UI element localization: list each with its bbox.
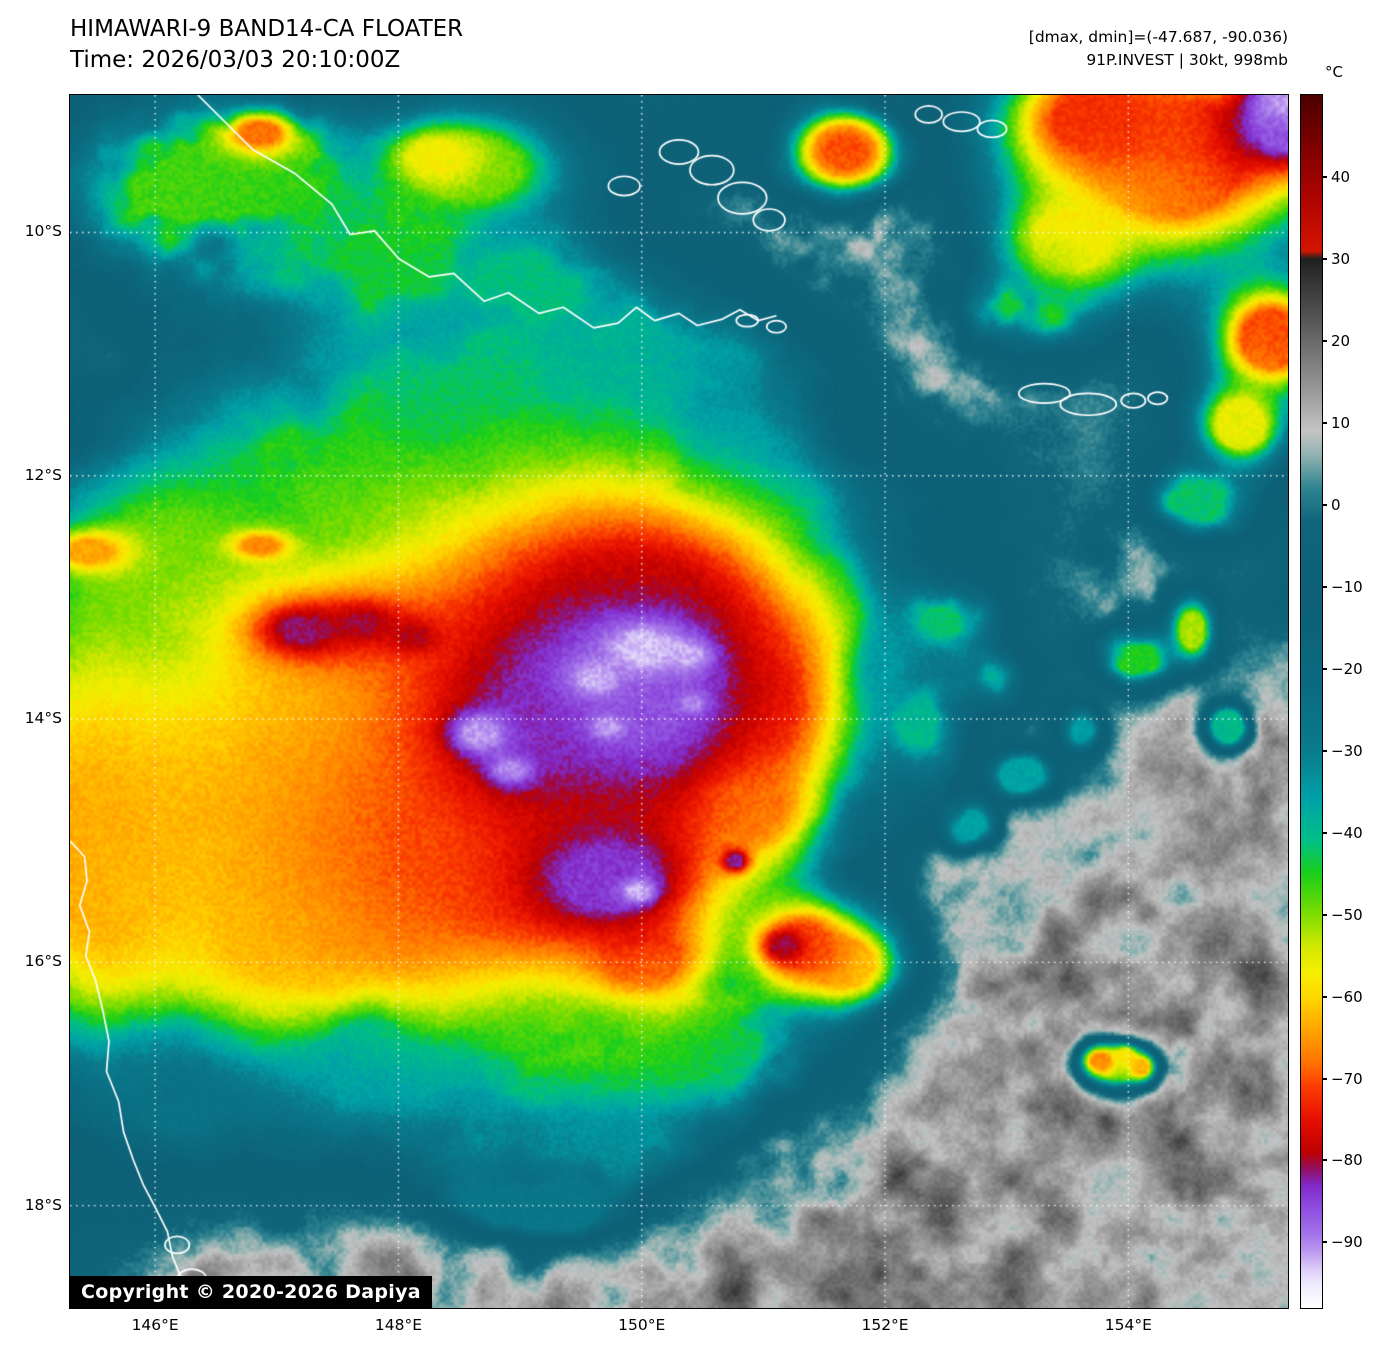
colorbar-tick-mark	[1322, 257, 1327, 260]
y-axis-tick-label: 16°S	[24, 952, 62, 971]
colorbar-tick-mark	[1322, 1159, 1327, 1162]
dmax-dmin-annotation: [dmax, dmin]=(-47.687, -90.036)	[1028, 28, 1288, 46]
colorbar-tick-label: −50	[1331, 905, 1363, 924]
colorbar-tick-mark	[1322, 1241, 1327, 1244]
colorbar-tick-label: −60	[1331, 987, 1363, 1006]
x-axis-tick-label: 148°E	[374, 1316, 423, 1334]
colorbar-tick-mark	[1322, 503, 1327, 506]
colorbar-tick-label: 10	[1331, 413, 1351, 432]
colorbar-tick-mark	[1322, 1077, 1327, 1080]
colorbar-tick-label: −20	[1331, 659, 1363, 678]
colorbar-tick-label: −40	[1331, 823, 1363, 842]
colorbar-tick-label: −30	[1331, 741, 1363, 760]
colorbar-tick-label: −90	[1331, 1233, 1363, 1252]
colorbar-tick-mark	[1322, 831, 1327, 834]
colorbar-tick-mark	[1322, 913, 1327, 916]
colorbar-tick-mark	[1322, 749, 1327, 752]
colorbar-tick-label: −70	[1331, 1069, 1363, 1088]
colorbar-unit-label: °C	[1325, 63, 1343, 81]
colorbar-tick-label: 0	[1331, 495, 1341, 514]
y-axis-tick-label: 10°S	[24, 222, 62, 241]
y-axis-tick-label: 18°S	[24, 1195, 62, 1214]
colorbar-tick-mark	[1322, 585, 1327, 588]
x-axis-tick-label: 154°E	[1104, 1316, 1152, 1334]
colorbar	[1300, 94, 1323, 1309]
colorbar-tick-mark	[1322, 995, 1327, 998]
colorbar-tick-label: −10	[1331, 577, 1363, 596]
x-axis-tick-label: 146°E	[131, 1316, 179, 1334]
colorbar-tick-mark	[1322, 175, 1327, 178]
satellite-image-canvas	[70, 95, 1288, 1308]
map-panel: Copyright © 2020-2026 Dapiya	[69, 94, 1289, 1309]
colorbar-tick-mark	[1322, 421, 1327, 424]
colorbar-tick-mark	[1322, 339, 1327, 342]
colorbar-tick-label: 20	[1331, 331, 1351, 350]
storm-info-annotation: 91P.INVEST | 30kt, 998mb	[1086, 51, 1288, 69]
x-axis-tick-label: 152°E	[861, 1316, 909, 1334]
x-axis-tick-label: 150°E	[618, 1316, 666, 1334]
colorbar-tick-label: 30	[1331, 249, 1351, 268]
figure-title: HIMAWARI-9 BAND14-CA FLOATER	[70, 16, 464, 42]
y-axis-tick-label: 12°S	[24, 465, 62, 484]
colorbar-tick-mark	[1322, 667, 1327, 670]
colorbar-tick-label: 40	[1331, 167, 1351, 186]
colorbar-tick-label: −80	[1331, 1151, 1363, 1170]
figure-time: Time: 2026/03/03 20:10:00Z	[70, 47, 401, 73]
y-axis-tick-label: 14°S	[24, 709, 62, 728]
copyright-label: Copyright © 2020-2026 Dapiya	[70, 1276, 432, 1308]
